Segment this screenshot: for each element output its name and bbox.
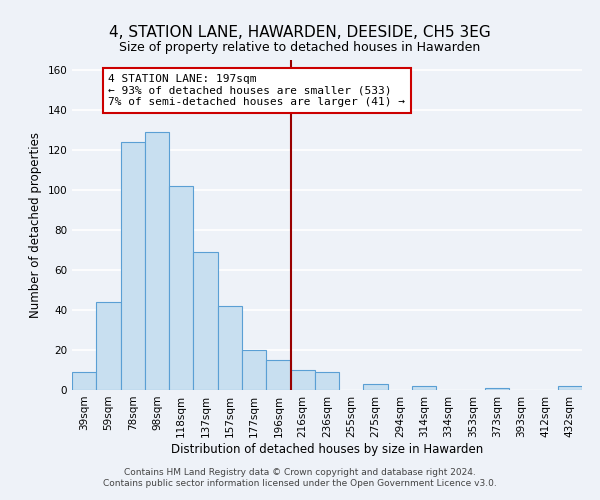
Bar bbox=[412, 386, 436, 390]
Y-axis label: Number of detached properties: Number of detached properties bbox=[29, 132, 42, 318]
Bar bbox=[315, 372, 339, 390]
Bar bbox=[169, 186, 193, 390]
Text: Size of property relative to detached houses in Hawarden: Size of property relative to detached ho… bbox=[119, 41, 481, 54]
Bar bbox=[485, 388, 509, 390]
X-axis label: Distribution of detached houses by size in Hawarden: Distribution of detached houses by size … bbox=[171, 442, 483, 456]
Text: 4, STATION LANE, HAWARDEN, DEESIDE, CH5 3EG: 4, STATION LANE, HAWARDEN, DEESIDE, CH5 … bbox=[109, 25, 491, 40]
Bar bbox=[96, 302, 121, 390]
Bar bbox=[121, 142, 145, 390]
Text: Contains HM Land Registry data © Crown copyright and database right 2024.
Contai: Contains HM Land Registry data © Crown c… bbox=[103, 468, 497, 487]
Bar bbox=[145, 132, 169, 390]
Bar bbox=[290, 370, 315, 390]
Bar bbox=[558, 386, 582, 390]
Text: 4 STATION LANE: 197sqm
← 93% of detached houses are smaller (533)
7% of semi-det: 4 STATION LANE: 197sqm ← 93% of detached… bbox=[109, 74, 406, 107]
Bar bbox=[72, 372, 96, 390]
Bar bbox=[266, 360, 290, 390]
Bar bbox=[364, 384, 388, 390]
Bar bbox=[242, 350, 266, 390]
Bar bbox=[218, 306, 242, 390]
Bar bbox=[193, 252, 218, 390]
